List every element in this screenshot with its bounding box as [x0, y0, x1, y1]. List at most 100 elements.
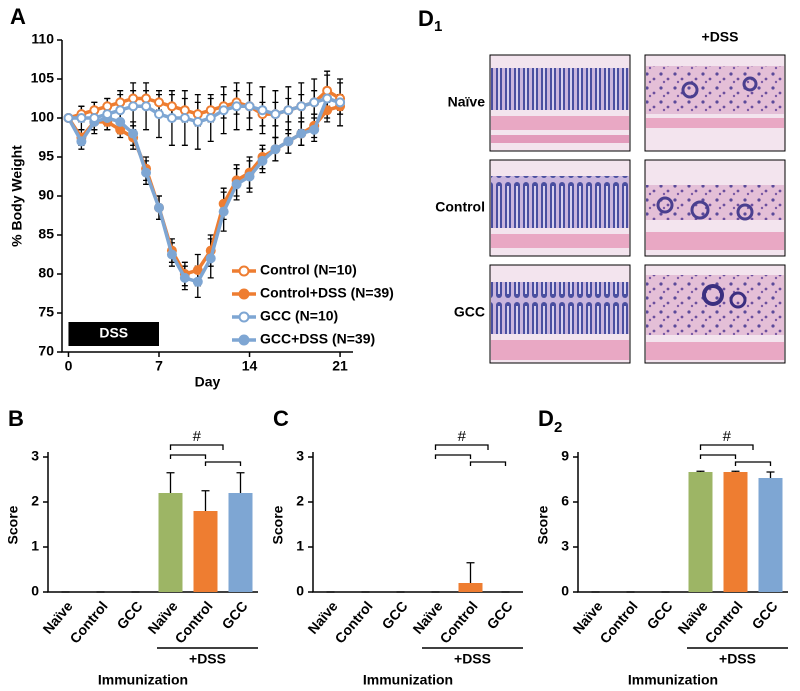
point — [154, 202, 164, 213]
bar — [193, 511, 218, 592]
x-tick-label: GCC — [113, 598, 145, 632]
point — [205, 113, 216, 123]
x-tick-label: 7 — [155, 358, 163, 374]
point — [102, 109, 113, 120]
row-label: Control — [435, 199, 485, 215]
point — [128, 101, 139, 112]
point — [76, 136, 87, 147]
error-bar — [766, 471, 775, 478]
y-axis-label: Score — [270, 505, 286, 544]
legend-marker — [238, 265, 250, 277]
x-tick-label: Control — [701, 598, 745, 646]
point — [141, 167, 152, 178]
point — [166, 101, 177, 112]
panel-label: C — [273, 406, 289, 431]
bar — [158, 493, 183, 592]
point — [128, 128, 139, 139]
legend-label: GCC+DSS (N=39) — [260, 331, 375, 347]
y-tick-label: 70 — [38, 343, 54, 359]
significance-bracket — [699, 444, 772, 466]
bar — [758, 478, 783, 592]
point — [205, 253, 216, 264]
point — [89, 113, 100, 123]
y-tick-label: 3 — [561, 538, 569, 554]
point — [231, 101, 242, 112]
panel-subscript: 1 — [434, 18, 442, 35]
error-bar — [236, 472, 245, 493]
x-tick-label: GCC — [218, 598, 250, 632]
legend-label: GCC (N=10) — [260, 308, 338, 324]
point — [257, 155, 268, 166]
significance-label: # — [723, 428, 732, 445]
point — [270, 144, 281, 155]
x-tick-label: GCC — [748, 598, 780, 632]
image-gcc-dss — [644, 264, 786, 364]
axis — [61, 40, 353, 353]
series-line — [68, 96, 341, 124]
y-tick-label: 100 — [31, 109, 55, 125]
y-tick-label: 1 — [31, 538, 39, 554]
image-control-dss — [644, 159, 786, 257]
x-axis-label: Immunization — [628, 672, 718, 688]
legend-marker — [238, 334, 250, 346]
y-tick-label: 90 — [38, 187, 54, 203]
x-tick-label: Control — [171, 598, 215, 646]
point — [244, 101, 255, 112]
point — [192, 265, 203, 276]
column-header: +DSS — [702, 29, 739, 45]
bar — [688, 472, 713, 592]
bar — [723, 472, 748, 592]
y-tick-label: 75 — [38, 304, 54, 320]
y-tick-label: 3 — [296, 448, 304, 464]
point — [63, 113, 74, 123]
x-tick-label: Control — [596, 598, 640, 646]
axis — [577, 452, 788, 593]
y-tick-label: 9 — [561, 448, 569, 464]
image-gcc — [489, 264, 631, 364]
y-tick-label: 6 — [561, 493, 569, 509]
point — [115, 116, 126, 127]
significance-label: # — [193, 428, 202, 445]
legend-label: Control+DSS (N=39) — [260, 285, 394, 301]
point — [76, 113, 87, 123]
y-tick-label: 110 — [31, 31, 54, 47]
bar — [228, 493, 253, 592]
x-tick-label: 14 — [242, 358, 258, 374]
group-label: +DSS — [454, 651, 491, 667]
error-bar — [166, 472, 175, 493]
point — [192, 276, 203, 287]
point — [179, 113, 190, 123]
row-label: GCC — [454, 304, 485, 320]
point — [296, 101, 307, 112]
point — [231, 179, 242, 190]
y-tick-label: 3 — [31, 448, 39, 464]
significance-bracket — [169, 444, 242, 466]
point — [257, 105, 268, 116]
y-tick-label: 2 — [31, 493, 39, 509]
point — [166, 113, 177, 123]
axis — [312, 452, 523, 593]
y-axis-label: % Body Weight — [9, 145, 25, 247]
point — [322, 93, 333, 104]
point — [141, 101, 152, 112]
bar — [458, 583, 483, 592]
x-axis-label: Immunization — [98, 672, 188, 688]
y-tick-label: 95 — [38, 148, 54, 164]
point — [283, 105, 294, 116]
series-line — [66, 96, 341, 284]
y-tick-label: 1 — [296, 538, 304, 554]
panel-label: A — [10, 4, 26, 29]
point — [115, 105, 126, 116]
x-tick-label: Control — [66, 598, 110, 646]
point — [154, 97, 164, 108]
axis — [47, 452, 258, 593]
point — [309, 97, 320, 108]
significance-bracket — [434, 444, 507, 466]
x-tick-label: GCC — [378, 598, 410, 632]
point — [335, 97, 346, 108]
panel-label: B — [8, 406, 24, 431]
y-tick-label: 85 — [38, 226, 54, 242]
x-tick-label: 0 — [65, 358, 73, 374]
y-tick-label: 105 — [31, 70, 55, 86]
